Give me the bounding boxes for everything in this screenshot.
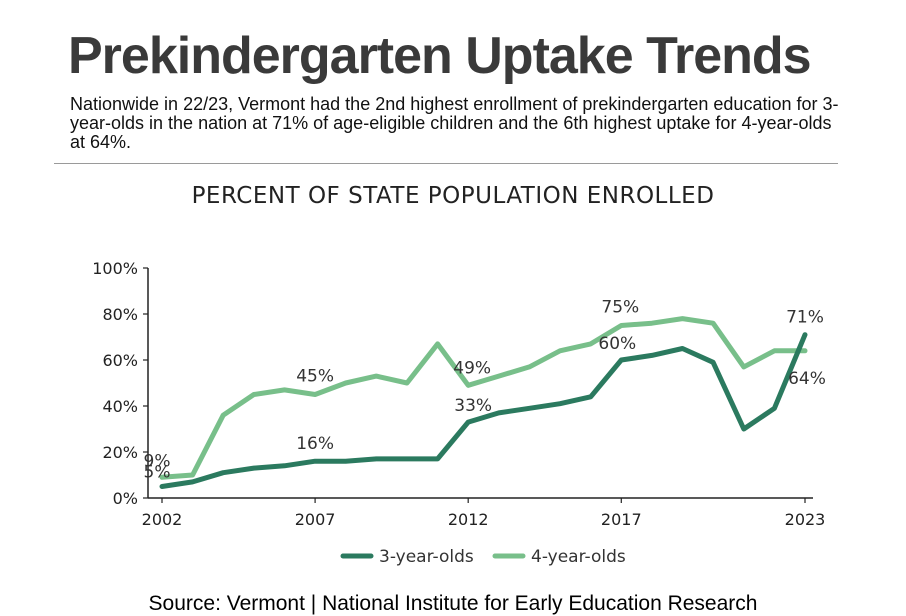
chart-title: PERCENT OF STATE POPULATION ENROLLED	[191, 183, 715, 209]
page-subtitle: Nationwide in 22/23, Vermont had the 2nd…	[70, 94, 839, 152]
y-tick-label: 100%	[92, 259, 138, 278]
data-label-four-year-2007: 45%	[296, 367, 334, 387]
data-label-four-year-2012: 49%	[453, 358, 491, 378]
chart-series	[159, 316, 808, 489]
x-tick-label: 2023	[785, 510, 826, 529]
chart-legend: 3-year-olds 4-year-olds	[340, 547, 626, 567]
y-tick-label: 80%	[102, 305, 138, 324]
data-label-three-year-2017: 60%	[598, 334, 636, 354]
y-tick-label: 60%	[102, 351, 138, 370]
legend-item-three-year-olds-label: 3-year-olds	[379, 547, 474, 567]
x-tick-label: 2017	[601, 510, 642, 529]
x-tick-label: 2012	[448, 510, 489, 529]
y-tick-label: 40%	[102, 397, 138, 416]
data-label-four-year-2017: 75%	[601, 298, 639, 318]
y-tick-label: 20%	[102, 443, 138, 462]
chart-axes: 0% 20% 40% 60% 80% 100% 2002 2007 2012 2017 2023	[92, 259, 825, 529]
header-divider	[54, 163, 838, 164]
data-label-four-year-2002: 9%	[144, 451, 171, 471]
chart-data-labels: 5% 16% 33% 60% 71% 9% 45% 49% 75% 64%	[144, 298, 826, 483]
data-label-three-year-2012: 33%	[454, 396, 492, 416]
data-label-three-year-2007: 16%	[296, 434, 334, 454]
data-label-three-year-2023: 71%	[786, 308, 824, 328]
legend-item-four-year-olds-label: 4-year-olds	[531, 547, 626, 567]
data-label-three-year-2002: 5%	[144, 463, 171, 483]
data-label-four-year-2023: 64%	[788, 369, 826, 389]
page-title: Prekindergarten Uptake Trends	[68, 27, 812, 85]
x-tick-label: 2002	[142, 510, 183, 529]
source-note: Source: Vermont | National Institute for…	[148, 592, 758, 615]
x-tick-label: 2007	[295, 510, 336, 529]
y-tick-label: 0%	[113, 489, 138, 508]
series-line-three-year-olds	[159, 332, 808, 489]
series-line-four-year-olds	[159, 316, 808, 480]
